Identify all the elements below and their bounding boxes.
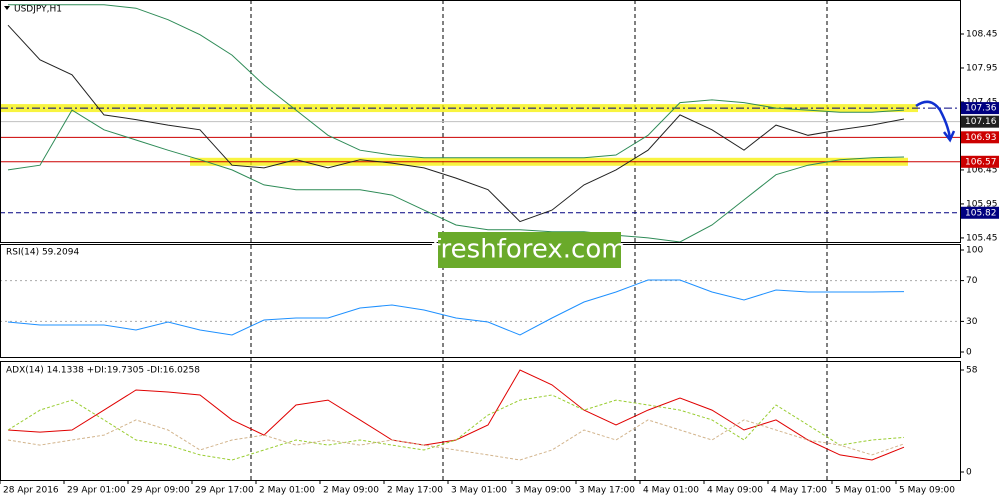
series-line: [7, 419, 905, 461]
plot: 105.45105.95106.45107.45107.95108.45107.…: [0, 4, 999, 496]
x-tick-label: 4 May 09:00: [707, 486, 763, 496]
x-tick-label: 2 May 01:00: [259, 486, 315, 496]
x-tick-label: 4 May 17:00: [771, 486, 827, 496]
y-tick-label: 107.95: [966, 63, 998, 73]
x-tick-label: 28 Apr 2016: [3, 486, 59, 496]
level-price-label: 107.36: [965, 104, 997, 114]
y-tick-label: 0: [966, 468, 972, 478]
adx-title: ADX(14) 14.1338 +DI:19.7305 -DI:16.0258: [6, 366, 200, 376]
x-tick-label: 3 May 17:00: [579, 486, 635, 496]
y-tick-label: 100: [966, 246, 983, 256]
y-tick-label: 58: [966, 366, 978, 376]
y-tick-label: 105.45: [966, 233, 998, 243]
y-tick-label: 0: [966, 348, 972, 358]
x-tick-label: 29 Apr 17:00: [195, 486, 254, 496]
price-title: USDJPY,H1: [14, 5, 62, 15]
x-tick-label: 5 May 09:00: [899, 486, 955, 496]
x-tick-label: 3 May 01:00: [451, 486, 507, 496]
y-tick-label: 108.45: [966, 29, 998, 39]
level-price-box: [961, 131, 999, 144]
watermark: freshforex.com: [431, 235, 626, 265]
level-price-box: [961, 102, 999, 115]
x-tick-label: 2 May 17:00: [387, 486, 443, 496]
x-tick-label: 2 May 09:00: [323, 486, 379, 496]
y-tick-label: 106.45: [966, 165, 998, 175]
level-price-label: 105.82: [965, 208, 997, 218]
rsi-title: RSI(14) 59.2094: [6, 248, 79, 258]
level-price-box: [961, 155, 999, 168]
x-tick-label: 3 May 09:00: [515, 486, 571, 496]
y-tick-label: 105.95: [966, 199, 998, 209]
forecast-arrow: [915, 100, 956, 143]
adx-frame: [0, 361, 961, 481]
series-line: [7, 279, 905, 336]
series-line: [7, 109, 905, 243]
x-tick-label: 4 May 01:00: [643, 486, 699, 496]
y-tick-label: 30: [966, 317, 978, 327]
x-tick-label: 29 Apr 09:00: [131, 486, 190, 496]
series-line: [8, 4, 905, 159]
series-line: [7, 24, 905, 223]
x-tick-label: 5 May 01:00: [835, 486, 891, 496]
level-price-label: 106.57: [965, 157, 997, 167]
series-line: [7, 394, 905, 461]
watermark-box: [438, 232, 621, 268]
level-price-label: 107.16: [965, 117, 997, 127]
level-price-box: [961, 115, 999, 128]
menu-triangle: [4, 6, 10, 10]
level-price-label: 106.93: [965, 133, 997, 143]
level-price-box: [961, 206, 999, 219]
y-tick-label: 70: [966, 276, 978, 286]
x-tick-label: 29 Apr 01:00: [67, 486, 126, 496]
